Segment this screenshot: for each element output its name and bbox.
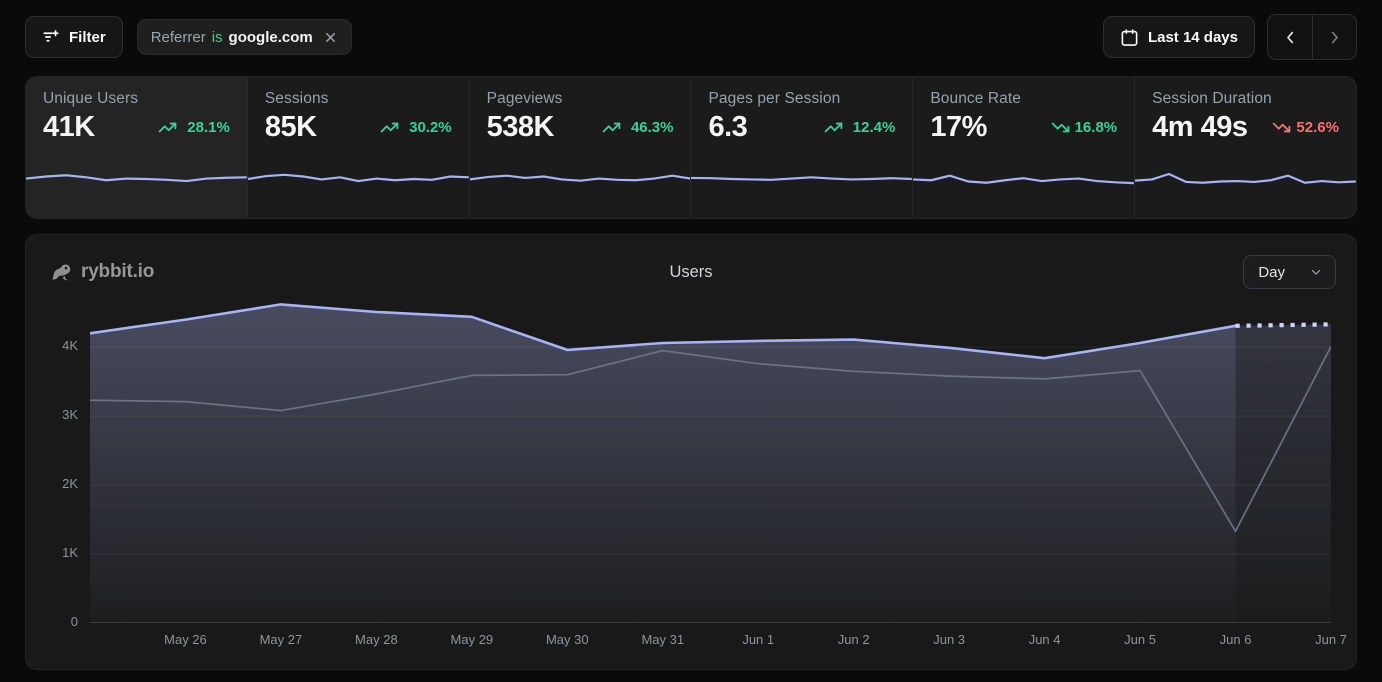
users-area-chart: 0 1K 2K 3K 4K <box>62 303 1331 629</box>
close-icon[interactable] <box>323 30 338 45</box>
stat-sparkline <box>470 166 691 192</box>
previous-period-button[interactable] <box>1268 15 1312 59</box>
stat-change: 30.2% <box>380 118 452 137</box>
chart-title: Users <box>669 262 713 281</box>
stat-sparkline <box>248 166 469 192</box>
stat-sparkline <box>913 166 1134 192</box>
chevron-down-icon <box>1309 265 1323 279</box>
filter-chip-referrer[interactable]: Referrer is google.com <box>136 19 352 55</box>
users-chart-card: rybbit.io Users Day 0 1K 2K 3K 4K <box>25 234 1357 670</box>
x-tick-label: May 26 <box>164 632 207 647</box>
y-tick-label: 4K <box>62 338 78 354</box>
stat-change: 46.3% <box>602 118 673 137</box>
stat-label: Pageviews <box>486 90 563 107</box>
stat-change: 28.1% <box>158 118 230 137</box>
trend-up-icon <box>158 118 177 137</box>
stat-value: 17% <box>930 111 987 143</box>
trend-up-icon <box>824 118 843 137</box>
x-tick-label: Jun 2 <box>837 632 870 647</box>
stat-label: Sessions <box>264 90 329 107</box>
chevron-right-icon <box>1326 29 1343 46</box>
filter-plus-icon <box>42 28 60 46</box>
x-axis: May 26 May 27 May 28 May 29 May 30 May 31 Jun … <box>90 623 1347 655</box>
date-range-label: Last 14 days <box>1147 28 1238 46</box>
chip-value: google.com <box>228 28 313 46</box>
stat-value: 6.3 <box>708 111 748 143</box>
y-tick-label: 0 <box>70 614 78 629</box>
chip-field: Referrer <box>150 28 206 46</box>
stat-sparkline <box>691 166 912 192</box>
frog-logo-icon <box>50 261 73 284</box>
x-tick-label: May 30 <box>545 632 589 647</box>
x-tick-label: May 28 <box>355 632 398 647</box>
chip-operator: is <box>211 28 223 46</box>
trend-down-icon <box>1051 118 1070 137</box>
calendar-icon <box>1120 28 1139 47</box>
stat-sparkline <box>1135 166 1356 192</box>
x-tick-label: Jun 4 <box>1028 632 1061 647</box>
stats-row: Unique Users 41K 28.1% Sessions 85K <box>25 76 1357 219</box>
stat-change: 12.4% <box>824 118 895 137</box>
stat-label: Bounce Rate <box>930 90 1022 107</box>
stat-value: 41K <box>43 111 95 143</box>
chart-header: rybbit.io Users Day <box>26 235 1356 297</box>
stat-label: Session Duration <box>1152 90 1272 107</box>
stat-card-session-duration[interactable]: Session Duration 4m 49s 52.6% <box>1134 77 1356 218</box>
chart-plot <box>90 303 1331 623</box>
stat-value: 538K <box>486 111 555 143</box>
y-tick-label: 3K <box>62 407 78 423</box>
brand: rybbit.io <box>50 261 154 284</box>
x-tick-label: Jun 3 <box>933 632 966 647</box>
trend-down-icon <box>1272 118 1291 137</box>
next-period-button[interactable] <box>1312 15 1356 59</box>
stat-value: 85K <box>264 111 317 143</box>
x-tick-label: Jun 6 <box>1219 632 1252 647</box>
y-tick-label: 1K <box>62 545 78 561</box>
x-tick-label: May 27 <box>259 632 303 647</box>
stat-label: Pages per Session <box>708 90 841 107</box>
interval-select[interactable]: Day <box>1243 255 1336 289</box>
stat-change: 16.8% <box>1046 118 1117 137</box>
x-tick-label: Jun 7 <box>1315 632 1347 647</box>
filter-button-label: Filter <box>69 28 106 46</box>
interval-selected-value: Day <box>1258 263 1285 281</box>
stat-card-pages-per-session[interactable]: Pages per Session 6.3 12.4% <box>690 77 912 218</box>
x-tick-label: May 29 <box>450 632 494 647</box>
stat-change: 52.6% <box>1267 118 1339 137</box>
stat-card-unique-users[interactable]: Unique Users 41K 28.1% <box>26 77 247 218</box>
stat-card-sessions[interactable]: Sessions 85K 30.2% <box>246 77 469 218</box>
filter-button[interactable]: Filter <box>25 16 123 58</box>
date-range-button[interactable]: Last 14 days <box>1102 16 1255 58</box>
x-tick-label: Jun 5 <box>1124 632 1156 647</box>
y-tick-label: 2K <box>62 476 78 492</box>
stat-sparkline <box>26 166 247 192</box>
x-tick-label: Jun 1 <box>742 632 775 647</box>
stat-label: Unique Users <box>43 90 139 107</box>
stat-card-pageviews[interactable]: Pageviews 538K 46.3% <box>468 77 691 218</box>
trend-up-icon <box>380 118 399 137</box>
stat-card-bounce-rate[interactable]: Bounce Rate 17% 16.8% <box>912 77 1134 218</box>
chevron-left-icon <box>1282 29 1299 46</box>
toolbar: Filter Referrer is google.com Last 14 da… <box>25 14 1357 60</box>
trend-up-icon <box>602 118 621 137</box>
stat-value: 4m 49s <box>1152 111 1248 143</box>
brand-label: rybbit.io <box>81 261 155 282</box>
x-tick-label: May 31 <box>641 632 685 647</box>
date-pager <box>1267 14 1357 60</box>
y-axis: 0 1K 2K 3K 4K <box>32 303 78 629</box>
